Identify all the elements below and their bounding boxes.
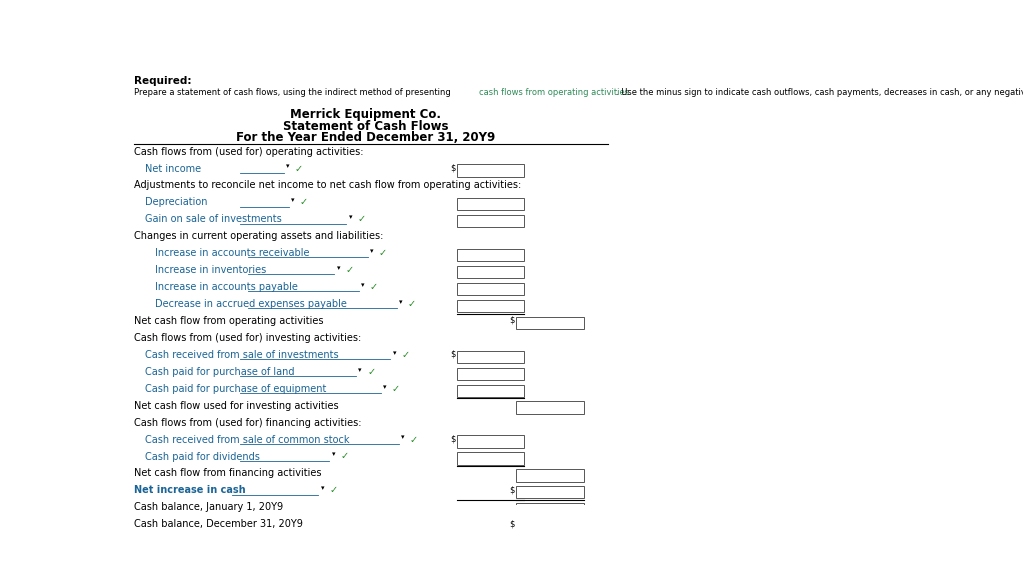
Bar: [517, 503, 584, 515]
Bar: [457, 215, 525, 227]
Bar: [517, 317, 584, 329]
Text: Cash flows from (used for) investing activities:: Cash flows from (used for) investing act…: [134, 333, 361, 343]
Text: Gain on sale of investments: Gain on sale of investments: [145, 214, 281, 225]
Text: Increase in accounts receivable: Increase in accounts receivable: [155, 248, 310, 258]
Text: ✓: ✓: [410, 434, 418, 445]
Text: ✓: ✓: [295, 163, 303, 174]
Text: ▾: ▾: [401, 434, 404, 441]
Text: $: $: [509, 485, 515, 494]
Text: ▾: ▾: [361, 282, 364, 288]
Bar: [457, 300, 525, 312]
Text: $: $: [450, 350, 455, 359]
Bar: [517, 469, 584, 481]
Text: Cash paid for dividends: Cash paid for dividends: [145, 451, 260, 462]
Text: $: $: [509, 316, 515, 325]
Text: Net cash flow used for investing activities: Net cash flow used for investing activit…: [134, 401, 339, 411]
Text: cash flows from operating activities: cash flows from operating activities: [480, 88, 629, 97]
Text: Net increase in cash: Net increase in cash: [134, 485, 246, 496]
Text: Prepare a statement of cash flows, using the indirect method of presenting: Prepare a statement of cash flows, using…: [134, 88, 453, 97]
Text: Statement of Cash Flows: Statement of Cash Flows: [283, 120, 448, 133]
Text: ✓: ✓: [370, 282, 377, 292]
Text: ▾: ▾: [399, 299, 403, 305]
Bar: [517, 401, 584, 414]
Text: ✓: ✓: [346, 265, 353, 275]
Bar: [457, 435, 525, 448]
Text: $: $: [450, 434, 455, 443]
Text: ✓: ✓: [379, 248, 387, 258]
Text: ✓: ✓: [357, 214, 365, 225]
Text: ▾: ▾: [286, 163, 290, 170]
Text: ▾: ▾: [384, 384, 387, 390]
Text: ✓: ✓: [367, 367, 375, 377]
Text: ▾: ▾: [370, 248, 373, 254]
Text: Changes in current operating assets and liabilities:: Changes in current operating assets and …: [134, 231, 384, 242]
Text: ✓: ✓: [329, 485, 338, 496]
Text: Increase in inventories: Increase in inventories: [155, 265, 266, 275]
Text: Cash paid for purchase of equipment: Cash paid for purchase of equipment: [145, 384, 326, 393]
Text: Adjustments to reconcile net income to net cash flow from operating activities:: Adjustments to reconcile net income to n…: [134, 180, 522, 191]
Text: ▾: ▾: [320, 485, 324, 492]
Text: Cash flows from (used for) financing activities:: Cash flows from (used for) financing act…: [134, 418, 361, 428]
Text: ✓: ✓: [392, 384, 400, 393]
Bar: [457, 452, 525, 464]
Text: ▾: ▾: [349, 214, 352, 221]
Text: ▾: ▾: [358, 367, 362, 373]
Text: ✓: ✓: [408, 299, 416, 309]
Bar: [457, 164, 525, 176]
Bar: [457, 249, 525, 261]
Bar: [517, 520, 584, 532]
Text: ▾: ▾: [291, 197, 295, 204]
Text: Cash balance, December 31, 20Y9: Cash balance, December 31, 20Y9: [134, 519, 303, 529]
Text: . Use the minus sign to indicate cash outflows, cash payments, decreases in cash: . Use the minus sign to indicate cash ou…: [616, 88, 1023, 97]
Text: Net cash flow from financing activities: Net cash flow from financing activities: [134, 468, 321, 479]
Bar: [457, 266, 525, 278]
Text: Decrease in accrued expenses payable: Decrease in accrued expenses payable: [155, 299, 347, 309]
Text: ✓: ✓: [401, 350, 409, 360]
Text: $: $: [509, 519, 515, 528]
Text: Cash flows from (used for) operating activities:: Cash flows from (used for) operating act…: [134, 147, 363, 156]
Text: ✓: ✓: [341, 451, 349, 462]
Bar: [457, 198, 525, 210]
Text: Required:: Required:: [134, 76, 191, 86]
Text: Cash paid for purchase of land: Cash paid for purchase of land: [145, 367, 295, 377]
Text: ▾: ▾: [337, 265, 340, 271]
Text: ✓: ✓: [300, 197, 308, 208]
Text: Cash received from sale of common stock: Cash received from sale of common stock: [145, 434, 350, 445]
Text: Cash received from sale of investments: Cash received from sale of investments: [145, 350, 339, 360]
Text: Depreciation: Depreciation: [145, 197, 208, 208]
Bar: [457, 283, 525, 295]
Text: For the Year Ended December 31, 20Y9: For the Year Ended December 31, 20Y9: [236, 131, 495, 144]
Text: Merrick Equipment Co.: Merrick Equipment Co.: [291, 108, 441, 121]
Bar: [457, 384, 525, 397]
Text: $: $: [450, 163, 455, 172]
Text: Cash balance, January 1, 20Y9: Cash balance, January 1, 20Y9: [134, 502, 283, 513]
Text: Increase in accounts payable: Increase in accounts payable: [155, 282, 298, 292]
Text: Net cash flow from operating activities: Net cash flow from operating activities: [134, 316, 323, 326]
Bar: [457, 350, 525, 363]
Bar: [517, 486, 584, 498]
Text: ▾: ▾: [393, 350, 396, 356]
Text: Net income: Net income: [145, 163, 202, 174]
Text: ▾: ▾: [331, 451, 336, 458]
Bar: [457, 367, 525, 380]
